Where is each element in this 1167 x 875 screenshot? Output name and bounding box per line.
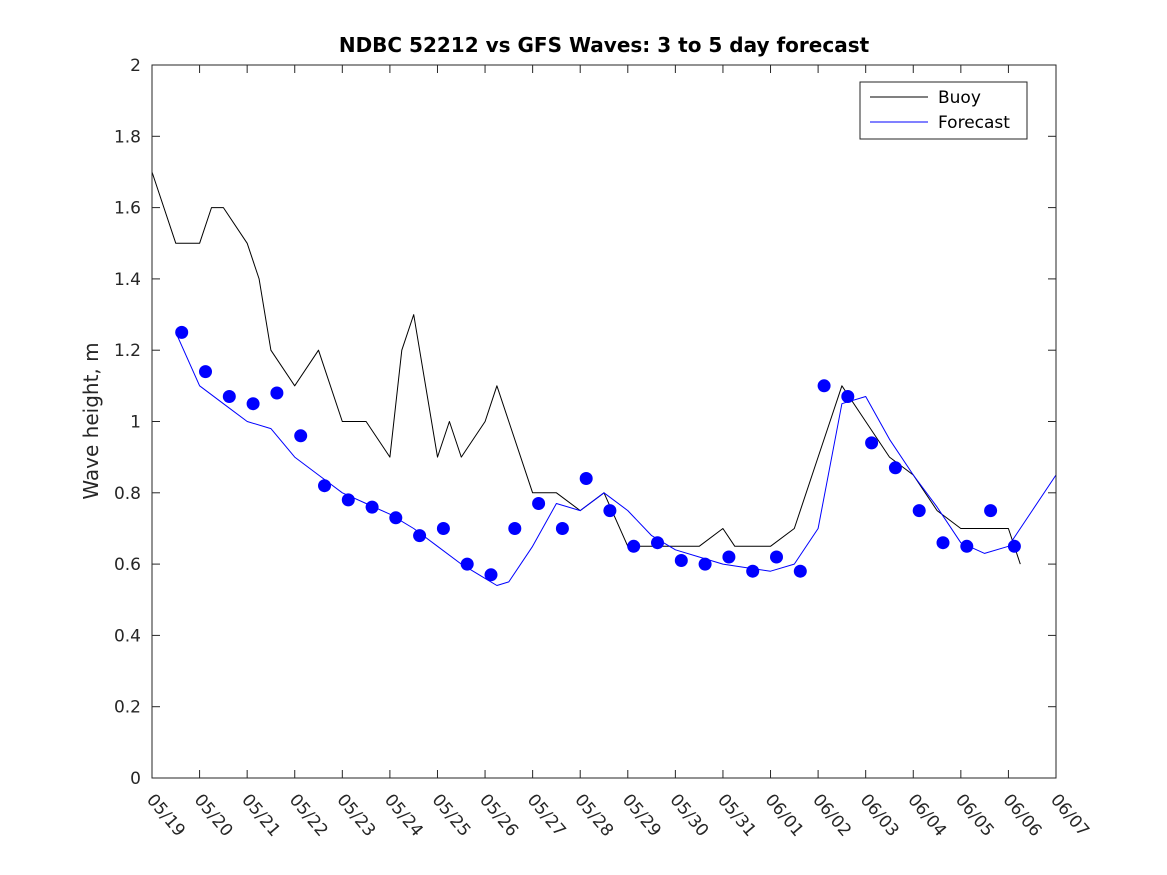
forecast-marker: [436, 522, 450, 535]
forecast-marker: [460, 557, 474, 571]
legend-buoy-label: Buoy: [938, 88, 981, 108]
y-tick-label: 2: [130, 56, 141, 76]
y-axis: 0 0.2 0.4 0.6 0.8 1 1.2 1.4 1.6 1.8 2: [114, 56, 1056, 789]
y-tick-label: 0.4: [114, 626, 141, 646]
forecast-marker: [698, 557, 712, 571]
forecast-marker: [555, 522, 569, 535]
forecast-marker: [1007, 539, 1021, 553]
forecast-marker: [722, 550, 736, 564]
y-tick-label: 1: [130, 413, 141, 433]
forecast-marker: [984, 504, 998, 518]
forecast-marker: [294, 429, 308, 443]
forecast-marker: [603, 504, 617, 518]
forecast-marker: [936, 536, 950, 550]
legend: Buoy Forecast: [859, 81, 1028, 140]
forecast-marker: [912, 504, 926, 518]
forecast-marker: [341, 493, 355, 507]
forecast-marker: [389, 511, 403, 525]
y-tick-label: 1.6: [114, 199, 141, 219]
marker-layer: [175, 325, 1021, 582]
y-tick-label: 1.8: [114, 127, 141, 147]
plot-area: [152, 65, 1056, 778]
forecast-marker: [651, 536, 664, 550]
forecast-marker: [674, 554, 688, 567]
legend-box: [859, 81, 1028, 140]
forecast-marker: [841, 390, 855, 403]
buoy-series-line: [151, 171, 1021, 565]
forecast-marker: [199, 365, 212, 379]
forecast-marker: [960, 539, 974, 553]
forecast-marker: [413, 529, 427, 543]
y-tick-label: 0.6: [114, 555, 141, 575]
forecast-marker: [817, 379, 831, 393]
forecast-marker: [365, 500, 379, 514]
y-tick-label: 0.2: [114, 698, 141, 718]
forecast-marker: [246, 397, 260, 411]
forecast-marker: [222, 390, 236, 403]
chart-title: NDBC 52212 vs GFS Waves: 3 to 5 day fore…: [339, 33, 870, 57]
legend-forecast-label: Forecast: [938, 113, 1010, 133]
forecast-marker: [627, 539, 641, 553]
y-axis-label: Wave height, m: [79, 342, 103, 499]
y-tick-label: 0.8: [114, 484, 141, 504]
y-tick-label: 1.4: [114, 270, 141, 290]
forecast-marker: [270, 386, 284, 400]
forecast-marker: [865, 436, 879, 450]
forecast-marker: [508, 522, 522, 535]
forecast-marker: [770, 550, 783, 564]
forecast-marker: [175, 325, 189, 339]
forecast-marker: [484, 568, 498, 582]
forecast-marker: [793, 564, 807, 578]
forecast-marker: [532, 497, 546, 510]
forecast-marker: [318, 479, 331, 493]
forecast-marker: [888, 461, 902, 475]
forecast-marker: [579, 472, 593, 485]
y-tick-label: 0: [130, 769, 141, 789]
forecast-marker: [746, 564, 760, 578]
y-tick-label: 1.2: [114, 341, 141, 361]
